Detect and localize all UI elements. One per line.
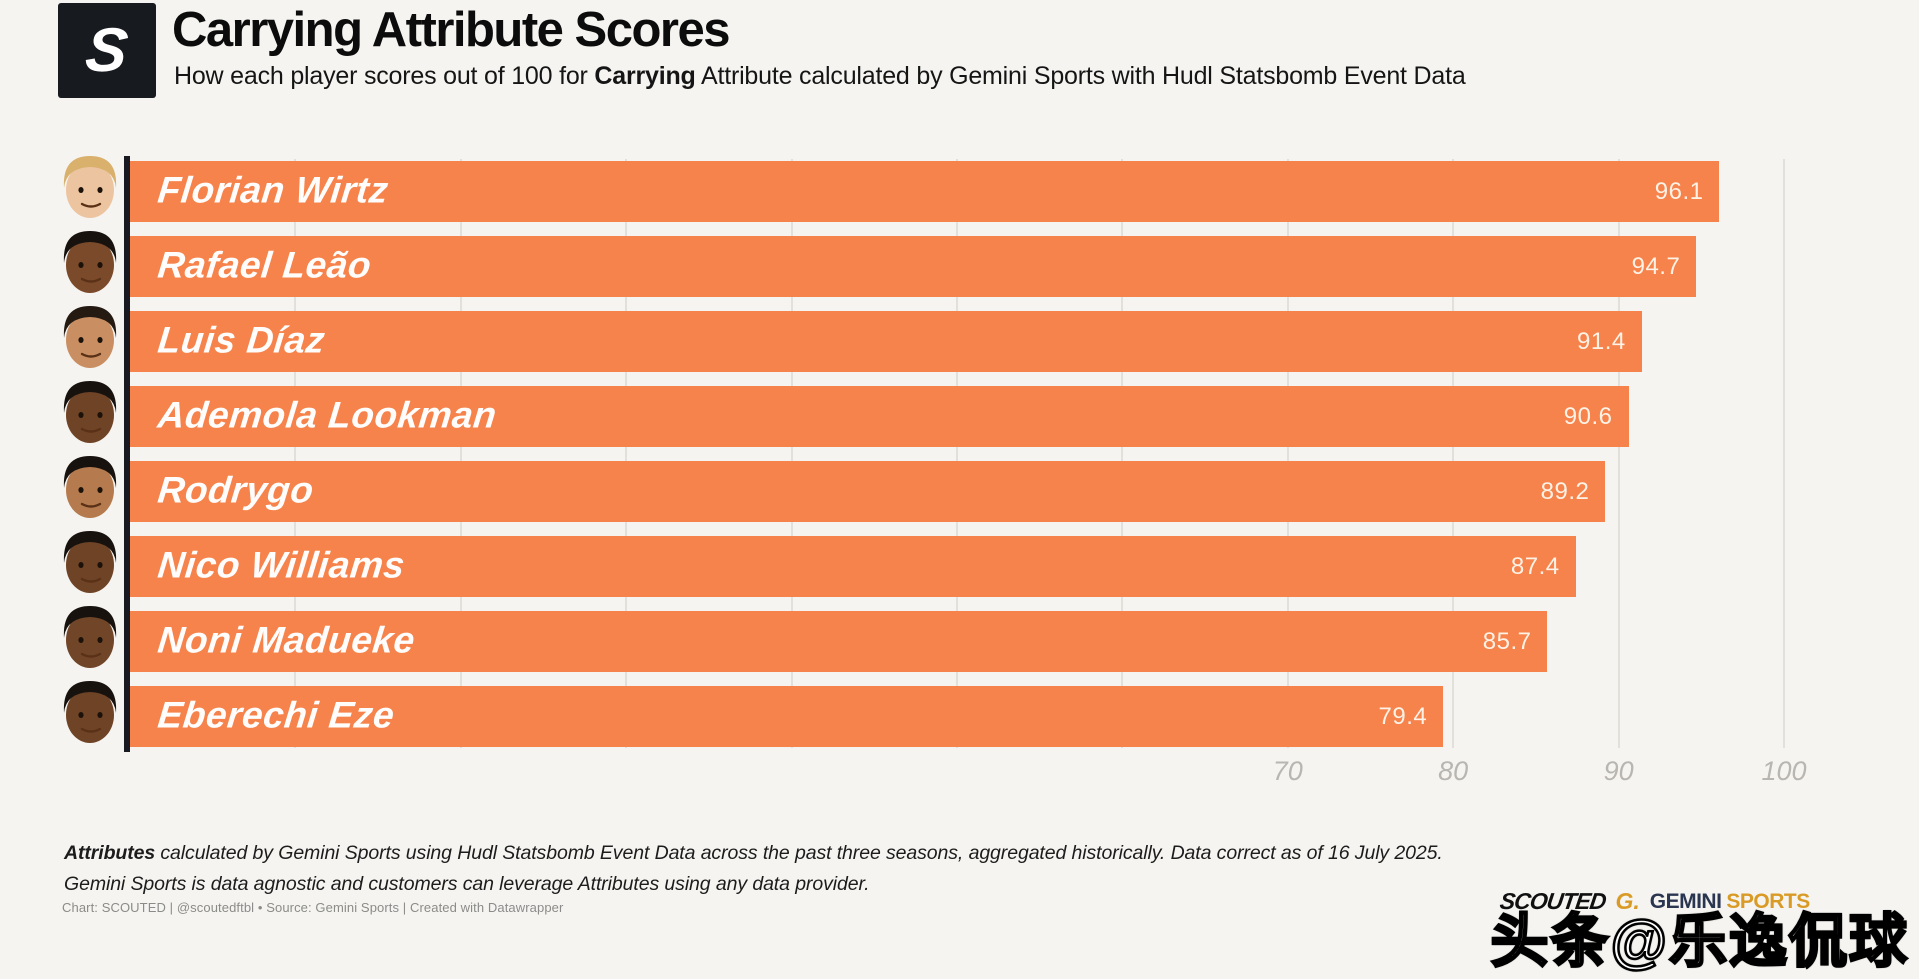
player-name-label: Ademola Lookman — [155, 393, 499, 435]
x-tick-label: 80 — [1438, 756, 1469, 786]
player-photo — [46, 300, 127, 372]
gridline — [956, 159, 958, 748]
player-name-label: Eberechi Eze — [155, 693, 397, 735]
gridline — [459, 159, 462, 748]
x-tick-label: 70 — [1272, 756, 1303, 786]
chart-subtitle: How each player scores out of 100 for Ca… — [174, 62, 1466, 91]
player-name-label: Noni Madueke — [155, 618, 418, 660]
scouted-logo-box: S — [58, 3, 156, 98]
player-name-label: Nico Williams — [155, 543, 407, 585]
gridline — [1121, 159, 1124, 748]
gridline — [294, 159, 297, 748]
player-score-label: 91.4 — [1577, 327, 1626, 355]
player-photo — [46, 675, 127, 747]
player-score-label: 90.6 — [1563, 402, 1613, 430]
footnote-line2: Gemini Sports is data agnostic and custo… — [64, 873, 870, 895]
player-name-label: Luis Díaz — [155, 318, 328, 360]
player-bar: Rafael Leão 94.7 — [130, 236, 1697, 297]
subtitle-bold-word: Carrying — [594, 62, 696, 90]
player-bar: Luis Díaz 91.4 — [130, 311, 1642, 372]
player-bar: Nico Williams 87.4 — [130, 536, 1576, 597]
x-tick-label: 90 — [1603, 756, 1634, 786]
footnote-bold-word: Attributes — [64, 842, 156, 864]
gridline — [1617, 159, 1620, 748]
branding-row: SCOUTED G. GEMINI SPORTS — [1498, 888, 1810, 915]
player-photo — [46, 150, 127, 222]
player-name-label: Rodrygo — [155, 468, 316, 510]
player-photo — [46, 525, 127, 597]
subtitle-suffix: Attribute calculated by Gemini Sports wi… — [695, 62, 1466, 90]
player-name-label: Florian Wirtz — [155, 168, 391, 210]
player-photo — [46, 225, 127, 297]
player-bar: Ademola Lookman 90.6 — [130, 386, 1629, 447]
footnote: Attributes calculated by Gemini Sports u… — [64, 838, 1564, 900]
player-bar: Rodrygo 89.2 — [130, 461, 1606, 522]
player-score-label: 96.1 — [1654, 177, 1704, 205]
gridline — [790, 159, 793, 748]
player-score-label: 89.2 — [1540, 477, 1590, 505]
watermark-text: 头条@乐逸侃球 — [1489, 908, 1909, 976]
page-title: Carrying Attribute Scores — [172, 3, 730, 57]
credit-line: Chart: SCOUTED | @scoutedftbl • Source: … — [62, 900, 564, 915]
player-bar: Florian Wirtz 96.1 — [130, 161, 1720, 222]
player-photo — [46, 375, 127, 447]
player-score-label: 85.7 — [1482, 627, 1532, 655]
player-photo — [46, 600, 127, 672]
player-photo — [46, 450, 127, 522]
y-axis-line — [124, 156, 130, 752]
player-bar: Noni Madueke 85.7 — [130, 611, 1548, 672]
gridline — [1452, 159, 1455, 748]
player-score-label: 87.4 — [1510, 552, 1560, 580]
player-score-label: 79.4 — [1378, 702, 1428, 730]
player-score-label: 94.7 — [1631, 252, 1681, 280]
player-name-label: Rafael Leão — [155, 243, 374, 285]
gemini-wordmark: GEMINI — [1649, 889, 1722, 913]
x-tick-label: 100 — [1761, 756, 1807, 786]
subtitle-prefix: How each player scores out of 100 for — [174, 62, 595, 90]
sports-wordmark: SPORTS — [1726, 889, 1810, 913]
player-bar: Eberechi Eze 79.4 — [130, 686, 1444, 747]
gridline — [1286, 159, 1289, 748]
gemini-g-icon: G. — [1615, 888, 1640, 914]
footnote-line1: calculated by Gemini Sports using Hudl S… — [155, 842, 1443, 864]
gridline — [1783, 159, 1785, 748]
gridline — [625, 159, 628, 748]
